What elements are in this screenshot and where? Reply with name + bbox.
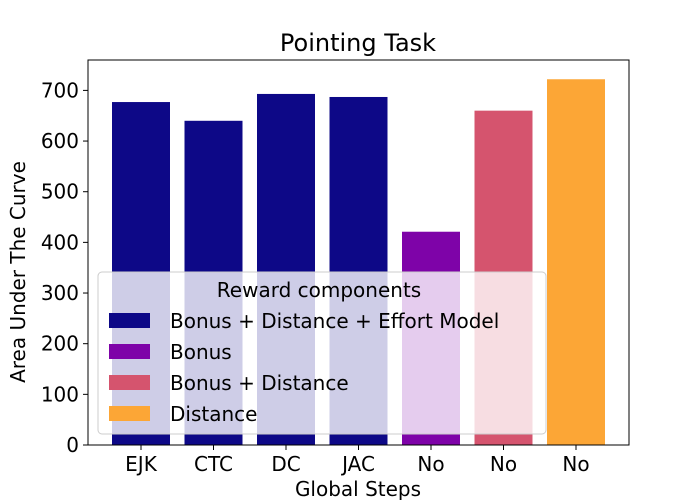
legend-label: Bonus <box>170 340 232 364</box>
legend-title: Reward components <box>217 278 421 302</box>
chart-title: Pointing Task <box>280 29 436 57</box>
x-tick-label: CTC <box>194 452 233 476</box>
y-tick-label: 100 <box>41 382 79 406</box>
y-tick-label: 600 <box>41 129 79 153</box>
x-tick-label: DC <box>271 452 300 476</box>
y-tick-label: 400 <box>41 230 79 254</box>
y-tick-label: 500 <box>41 180 79 204</box>
legend-label: Distance <box>170 402 257 426</box>
y-tick-label: 300 <box>41 281 79 305</box>
x-tick-label: No <box>490 452 517 476</box>
legend-box <box>97 271 547 435</box>
x-tick-label: JAC <box>340 452 375 476</box>
legend-label: Bonus + Distance + Effort Model <box>170 309 499 333</box>
bar <box>547 79 605 445</box>
x-tick-label: No <box>562 452 589 476</box>
legend-swatch <box>109 344 150 359</box>
y-tick-label: 700 <box>41 78 79 102</box>
legend-swatch <box>109 406 150 421</box>
x-tick-label: No <box>417 452 444 476</box>
x-tick-label: EJK <box>125 452 158 476</box>
y-tick-label: 0 <box>66 433 79 457</box>
x-axis-label: Global Steps <box>295 477 421 500</box>
legend-swatch <box>109 375 150 390</box>
legend-label: Bonus + Distance <box>170 371 349 395</box>
legend-swatch <box>109 313 150 328</box>
legend: Reward components Bonus + Distance + Effo… <box>97 271 547 435</box>
y-tick-label: 200 <box>41 332 79 356</box>
y-axis-label: Area Under The Curve <box>6 161 30 383</box>
